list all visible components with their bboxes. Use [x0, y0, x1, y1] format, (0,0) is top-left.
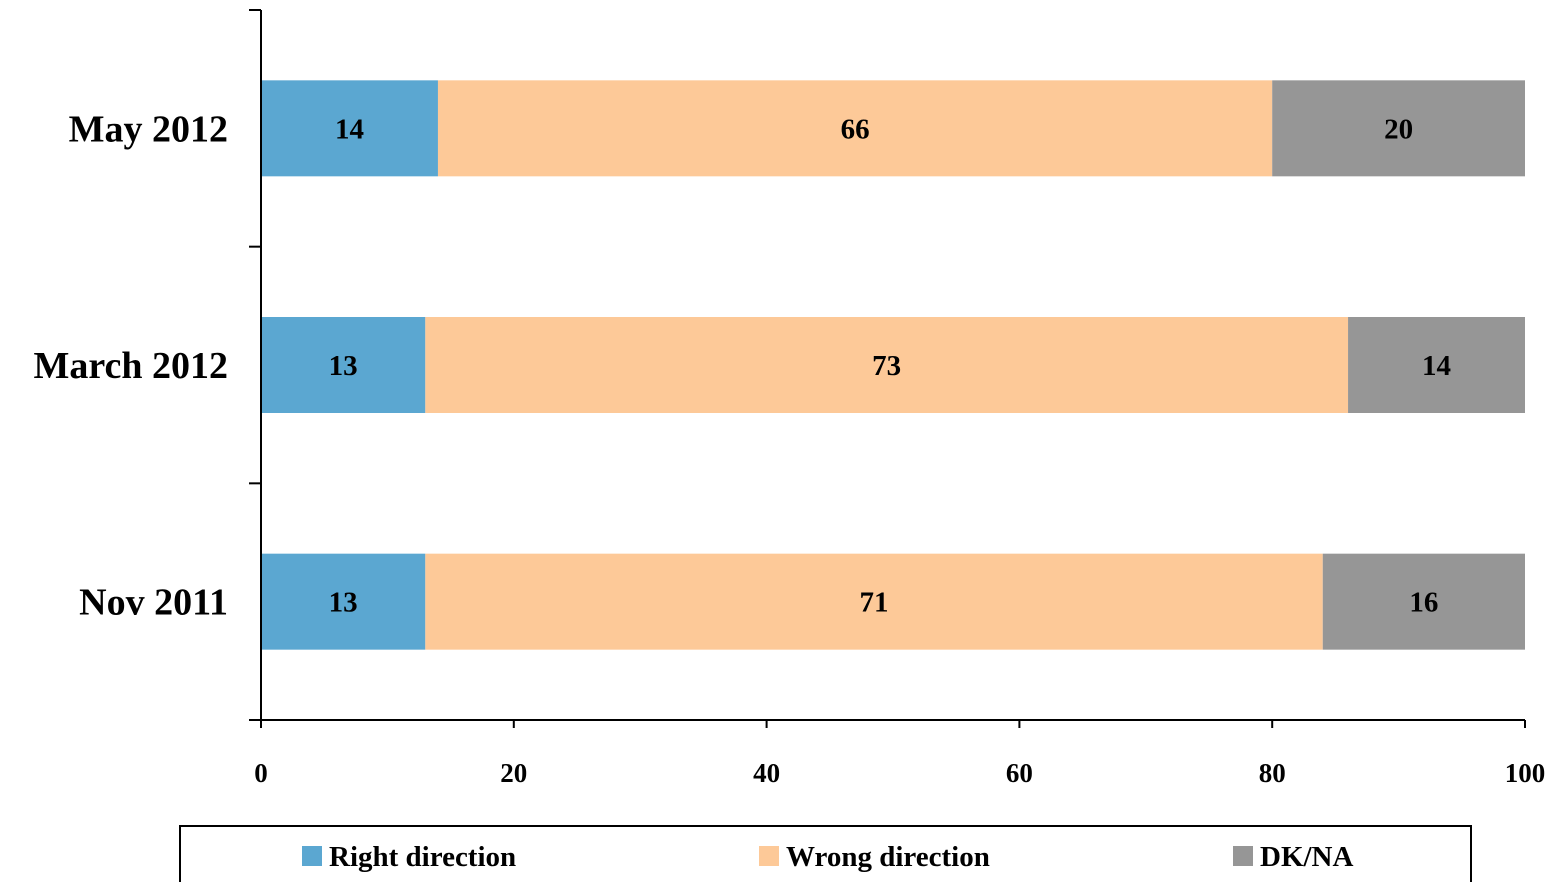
x-tick-label: 60: [1006, 758, 1033, 788]
x-tick-label: 80: [1259, 758, 1286, 788]
legend-swatch: [1233, 846, 1253, 866]
data-labels-group: 14 66 20 13 73 14 13 71 16: [329, 113, 1451, 618]
bar-wrong-direction-nov-2011: [425, 553, 1323, 650]
x-tick-labels-group: 0 20 40 60 80 100: [254, 758, 1545, 788]
legend: Right direction Wrong direction DK/NA: [179, 825, 1472, 882]
data-label: 66: [841, 113, 870, 145]
x-tick-label: 40: [753, 758, 780, 788]
bars-group: [261, 80, 1525, 650]
bar-dk-na-nov-2011: [1322, 553, 1525, 650]
data-label: 14: [1422, 350, 1451, 382]
legend-swatch: [302, 846, 322, 866]
data-label: 13: [329, 587, 358, 619]
x-tick-label: 20: [500, 758, 527, 788]
legend-label: DK/NA: [1260, 841, 1354, 873]
legend-label: Wrong direction: [786, 841, 990, 873]
bar-dk-na-march-2012: [1348, 317, 1525, 413]
x-tick-label: 100: [1505, 758, 1546, 788]
bar-right-direction-march-2012: [261, 317, 426, 413]
category-label: March 2012: [33, 345, 228, 387]
axes-group: [249, 9, 1526, 728]
category-label: May 2012: [69, 108, 228, 150]
category-labels-group: May 2012 March 2012 Nov 2011: [33, 108, 228, 623]
legend-swatch: [759, 846, 779, 866]
data-label: 14: [335, 113, 364, 145]
data-label: 20: [1384, 113, 1413, 145]
bar-wrong-direction-may-2012: [437, 80, 1273, 177]
bar-right-direction-may-2012: [261, 80, 438, 177]
data-label: 73: [872, 350, 901, 382]
bar-right-direction-nov-2011: [261, 553, 426, 650]
data-label: 13: [329, 350, 358, 382]
bar-dk-na-may-2012: [1272, 80, 1525, 177]
legend-box: [179, 825, 1472, 882]
data-label: 71: [860, 587, 889, 619]
x-tick-label: 0: [254, 758, 268, 788]
bar-wrong-direction-march-2012: [425, 317, 1349, 413]
legend-label: Right direction: [329, 841, 516, 873]
category-label: Nov 2011: [79, 582, 228, 624]
data-label: 16: [1409, 587, 1438, 619]
